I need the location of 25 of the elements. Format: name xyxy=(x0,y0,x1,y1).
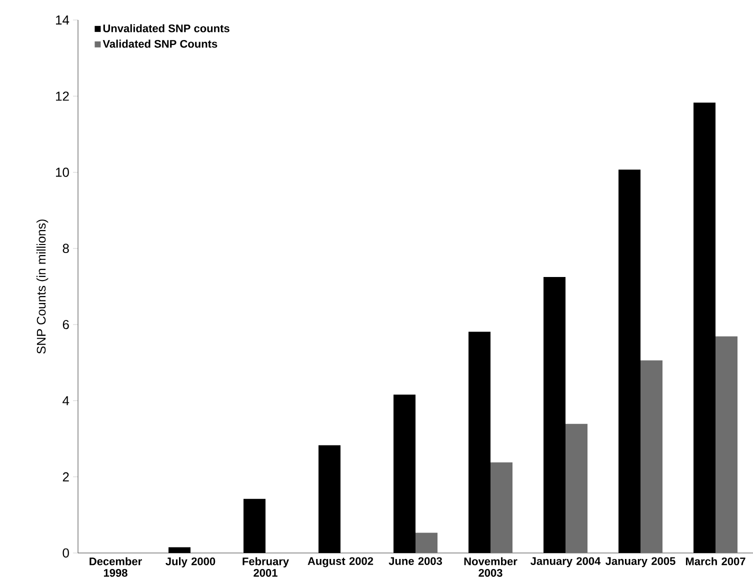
x-tick-label: December 1998 xyxy=(90,557,142,577)
y-tick-label: 8 xyxy=(62,244,69,254)
x-tick-label: June 2003 xyxy=(388,557,442,565)
y-tick-label: 2 xyxy=(62,472,69,482)
y-tick-label: 6 xyxy=(62,320,69,330)
x-tick-label: January 2004 xyxy=(530,557,601,568)
y-tick-label: 0 xyxy=(62,548,69,558)
x-tick-label: July 2000 xyxy=(166,557,216,568)
bar xyxy=(566,424,588,553)
y-tick-label: 10 xyxy=(56,168,69,177)
legend-label: Validated SNP Counts xyxy=(102,40,218,48)
bar xyxy=(416,532,438,553)
x-tick-label: November 2003 xyxy=(464,557,518,577)
x-tick-label: August 2002 xyxy=(308,557,374,568)
bar xyxy=(640,360,662,553)
y-axis-title: SNP Counts (in millions) xyxy=(36,220,48,354)
y-tick-label: 4 xyxy=(62,396,70,406)
x-tick-label: February 2001 xyxy=(242,557,289,577)
y-tick-label: 12 xyxy=(56,92,69,101)
y-tick-label: 14 xyxy=(56,16,70,24)
legend-label: Unvalidated SNP counts xyxy=(103,24,230,32)
x-tick-label: March 2007 xyxy=(686,557,746,566)
bar xyxy=(716,336,738,553)
x-tick-label: January 2005 xyxy=(606,557,676,568)
bar xyxy=(490,462,512,553)
